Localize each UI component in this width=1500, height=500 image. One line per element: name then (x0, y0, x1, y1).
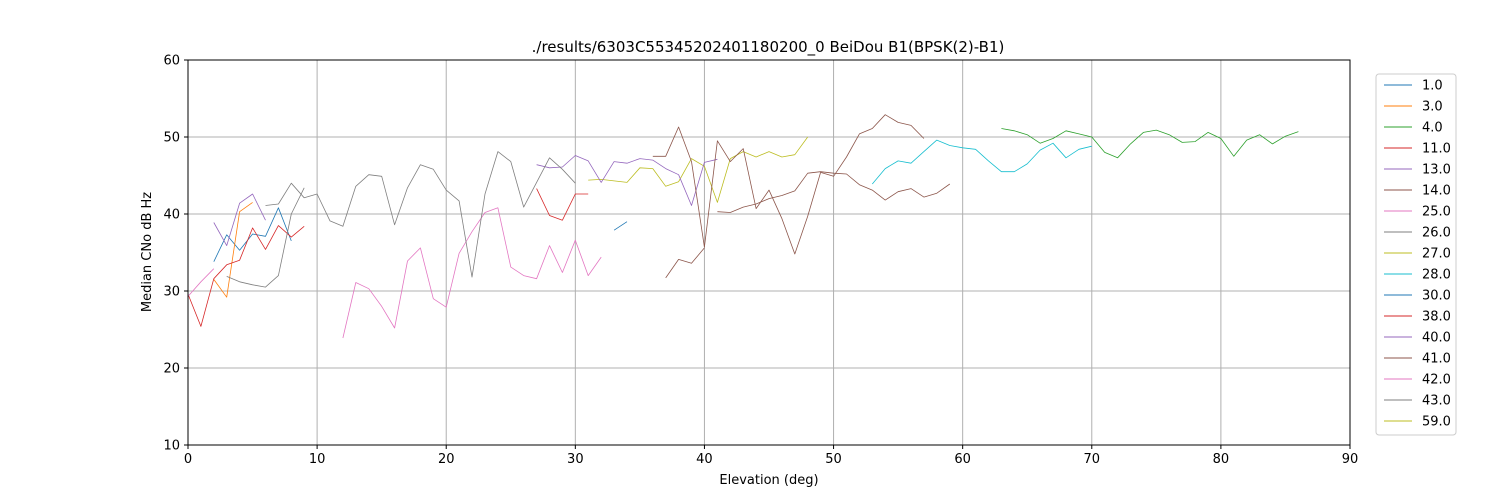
series-line (652, 114, 925, 255)
series-line (213, 202, 253, 298)
y-tick-label: 30 (163, 285, 180, 300)
legend-label: 25.0 (1422, 205, 1451, 220)
legend-label: 30.0 (1422, 289, 1451, 304)
series-line (1001, 128, 1299, 159)
series-line (265, 151, 576, 278)
legend-label: 13.0 (1422, 163, 1451, 178)
x-tick-label: 30 (567, 452, 584, 467)
series-line (536, 188, 589, 221)
x-tick-label: 0 (184, 452, 192, 467)
series-line (187, 268, 215, 297)
x-tick-label: 90 (1342, 452, 1359, 467)
legend-label: 43.0 (1422, 394, 1451, 409)
x-tick-label: 60 (954, 452, 971, 467)
plot-frame (187, 59, 1351, 446)
legend-box (1375, 73, 1457, 436)
series-line (213, 193, 266, 247)
x-axis-label: Elevation (deg) (719, 473, 818, 488)
legend-label: 40.0 (1422, 331, 1451, 346)
series-lines (187, 114, 1299, 339)
axis-ticks: 0 10 20 30 40 50 60 70 80 90 10 20 30 40 50 60 (163, 54, 1358, 468)
legend-label: 4.0 (1422, 121, 1443, 136)
legend-label: 28.0 (1422, 268, 1451, 283)
series-line (536, 155, 718, 206)
legend-label: 26.0 (1422, 226, 1451, 241)
legend: 1.0 3.0 4.0 11.0 13.0 14.0 25.0 26.0 27.0 28.0 30.… (1375, 73, 1457, 436)
legend-label: 38.0 (1422, 310, 1451, 325)
x-tick-label: 80 (1213, 452, 1230, 467)
y-tick-label: 60 (163, 54, 180, 69)
y-tick-label: 40 (163, 208, 180, 223)
x-tick-label: 40 (696, 452, 713, 467)
x-tick-label: 70 (1084, 452, 1101, 467)
series-line (613, 221, 628, 231)
legend-label: 3.0 (1422, 100, 1443, 115)
series-line (213, 207, 292, 262)
series-line (226, 187, 305, 288)
series-line (342, 207, 602, 339)
legend-label: 27.0 (1422, 247, 1451, 262)
y-tick-label: 10 (163, 439, 180, 454)
y-axis-label: Median CNo dB Hz (140, 192, 155, 312)
series-line (717, 171, 951, 213)
x-tick-label: 20 (438, 452, 455, 467)
legend-label: 59.0 (1422, 415, 1451, 430)
legend-label: 42.0 (1422, 373, 1451, 388)
series-line (187, 225, 305, 327)
y-tick-label: 20 (163, 362, 180, 377)
series-line (588, 136, 809, 203)
series-line (665, 247, 705, 279)
legend-label: 14.0 (1422, 184, 1451, 199)
x-tick-label: 50 (825, 452, 842, 467)
legend-label: 11.0 (1422, 142, 1451, 157)
legend-label: 41.0 (1422, 352, 1451, 367)
series-line (871, 139, 1092, 185)
legend-label: 1.0 (1422, 79, 1443, 94)
chart-title: ./results/6303C55345202401180200_0 BeiDo… (532, 38, 1005, 57)
y-tick-label: 50 (163, 131, 180, 146)
x-tick-label: 10 (309, 452, 326, 467)
